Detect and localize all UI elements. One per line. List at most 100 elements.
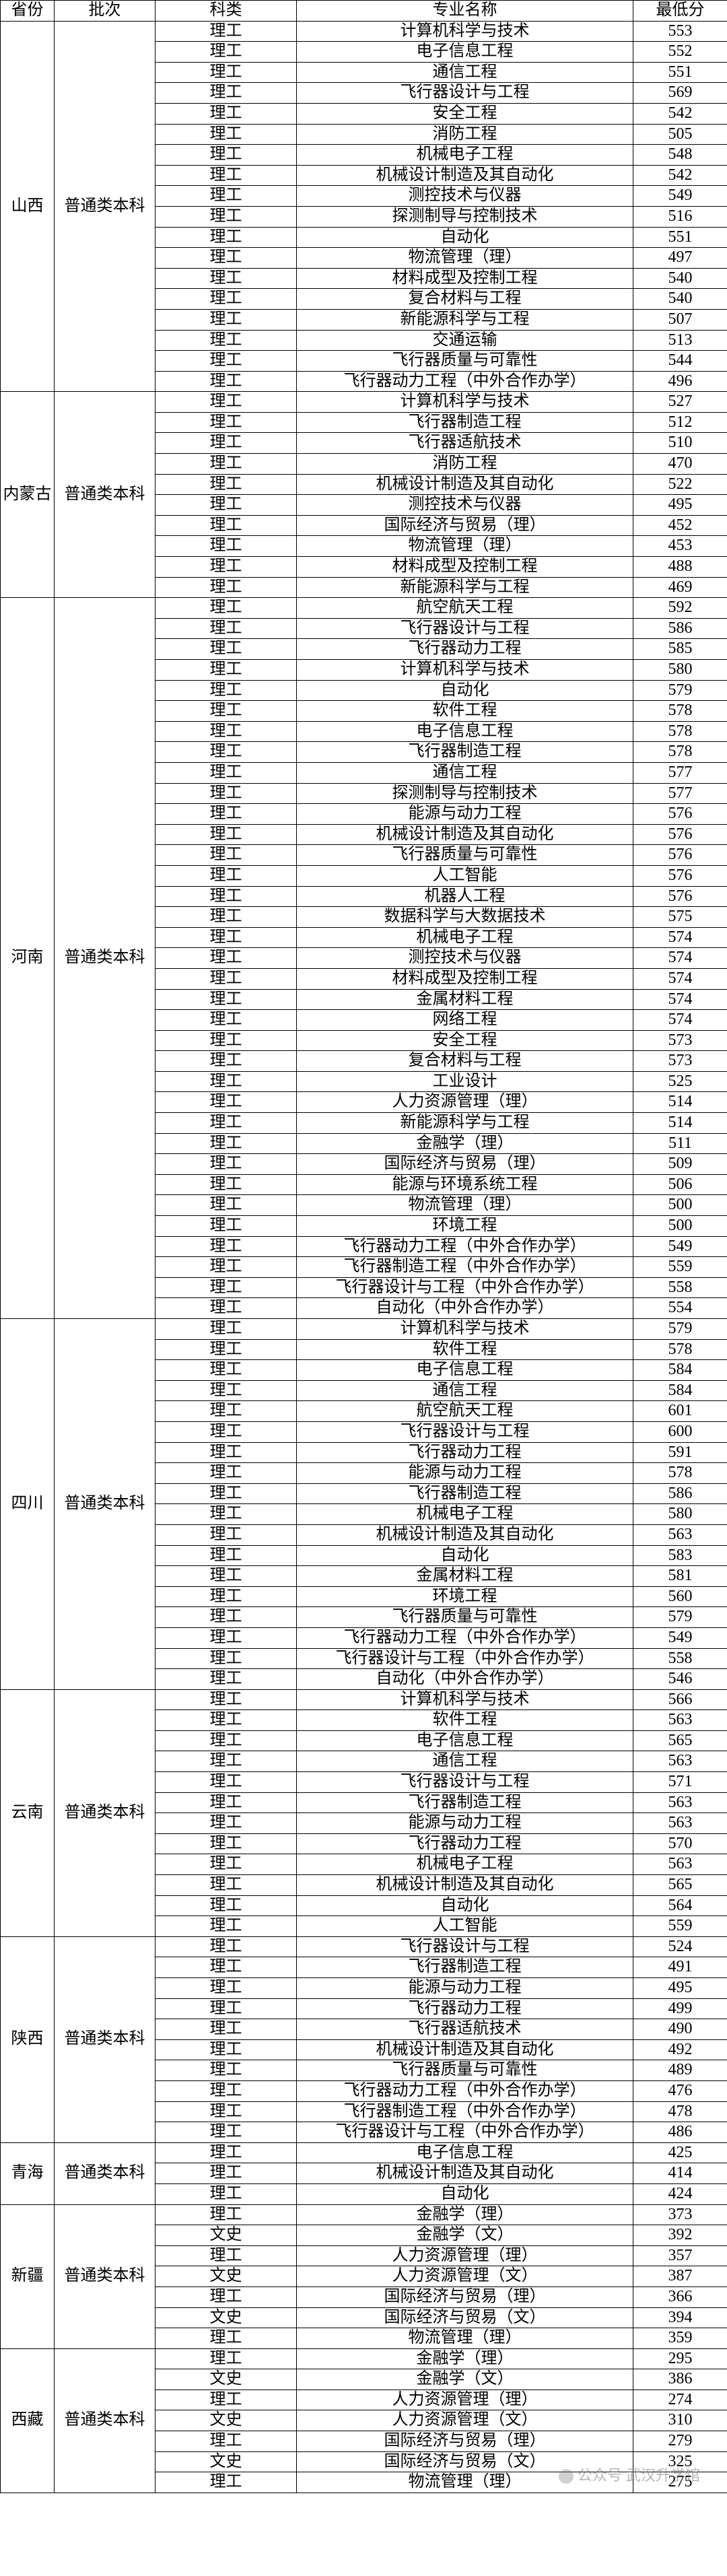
cell-score: 576 bbox=[633, 845, 727, 866]
cell-major: 通信工程 bbox=[297, 762, 633, 783]
cell-subject: 理工 bbox=[155, 2204, 297, 2225]
cell-major: 飞行器动力工程 bbox=[297, 639, 633, 660]
cell-major: 飞行器设计与工程 bbox=[297, 618, 633, 639]
cell-major: 能源与动力工程 bbox=[297, 804, 633, 825]
cell-major: 自动化（中外合作办学） bbox=[297, 1669, 633, 1690]
cell-score: 559 bbox=[633, 1257, 727, 1278]
cell-score: 586 bbox=[633, 618, 727, 639]
cell-score: 551 bbox=[633, 227, 727, 248]
cell-subject: 理工 bbox=[155, 1216, 297, 1237]
table-row: 西藏普通类本科理工金融学（理）295 bbox=[1, 2348, 727, 2369]
cell-score: 560 bbox=[633, 1586, 727, 1607]
cell-score: 571 bbox=[633, 1772, 727, 1793]
cell-major: 自动化 bbox=[297, 2183, 633, 2204]
cell-major: 飞行器设计与工程（中外合作办学） bbox=[297, 2122, 633, 2143]
cell-subject: 理工 bbox=[155, 454, 297, 475]
watermark-prefix: 公众号 bbox=[578, 2467, 622, 2484]
cell-major: 消防工程 bbox=[297, 454, 633, 475]
cell-subject: 理工 bbox=[155, 701, 297, 722]
cell-score: 542 bbox=[633, 165, 727, 186]
cell-subject: 理工 bbox=[155, 42, 297, 63]
cell-score: 274 bbox=[633, 2389, 727, 2410]
cell-score: 505 bbox=[633, 124, 727, 145]
cell-subject: 理工 bbox=[155, 1916, 297, 1937]
cell-score: 544 bbox=[633, 351, 727, 372]
cell-major: 物流管理（理） bbox=[297, 2328, 633, 2349]
cell-subject: 理工 bbox=[155, 886, 297, 907]
cell-score: 552 bbox=[633, 42, 727, 63]
cell-major: 飞行器制造工程 bbox=[297, 1483, 633, 1504]
cell-subject: 理工 bbox=[155, 2348, 297, 2369]
cell-major: 航空航天工程 bbox=[297, 1401, 633, 1422]
cell-major: 计算机科学与技术 bbox=[297, 1689, 633, 1710]
cell-major: 国际经济与贸易（理） bbox=[297, 1154, 633, 1175]
cell-score: 386 bbox=[633, 2369, 727, 2390]
cell-score: 585 bbox=[633, 639, 727, 660]
cell-major: 机械设计制造及其自动化 bbox=[297, 824, 633, 845]
cell-score: 566 bbox=[633, 1689, 727, 1710]
cell-subject: 理工 bbox=[155, 1298, 297, 1319]
cell-subject: 文史 bbox=[155, 2225, 297, 2246]
cell-subject: 理工 bbox=[155, 1030, 297, 1051]
cell-major: 计算机科学与技术 bbox=[297, 392, 633, 413]
cell-major: 机械电子工程 bbox=[297, 927, 633, 948]
cell-major: 材料成型及控制工程 bbox=[297, 557, 633, 578]
cell-subject: 理工 bbox=[155, 124, 297, 145]
cell-score: 490 bbox=[633, 2019, 727, 2040]
cell-subject: 理工 bbox=[155, 248, 297, 269]
cell-subject: 文史 bbox=[155, 2369, 297, 2390]
cell-score: 569 bbox=[633, 83, 727, 104]
cell-subject: 文史 bbox=[155, 2410, 297, 2431]
cell-score: 486 bbox=[633, 2122, 727, 2143]
cell-subject: 理工 bbox=[155, 227, 297, 248]
cell-batch: 普通类本科 bbox=[55, 392, 155, 598]
cell-major: 环境工程 bbox=[297, 1586, 633, 1607]
cell-subject: 理工 bbox=[155, 762, 297, 783]
cell-subject: 理工 bbox=[155, 783, 297, 804]
table-row: 陕西普通类本科理工飞行器设计与工程524 bbox=[1, 1936, 727, 1957]
cell-major: 飞行器制造工程 bbox=[297, 1792, 633, 1813]
cell-major: 自动化（中外合作办学） bbox=[297, 1298, 633, 1319]
watermark-name: 武汉升学馆 bbox=[626, 2467, 700, 2484]
cell-score: 563 bbox=[633, 1854, 727, 1875]
cell-score: 574 bbox=[633, 1010, 727, 1031]
cell-subject: 理工 bbox=[155, 1360, 297, 1381]
cell-score: 578 bbox=[633, 701, 727, 722]
cell-subject: 理工 bbox=[155, 1957, 297, 1978]
cell-major: 人工智能 bbox=[297, 1916, 633, 1937]
cell-score: 578 bbox=[633, 721, 727, 742]
cell-major: 自动化 bbox=[297, 1895, 633, 1916]
cell-score: 525 bbox=[633, 1071, 727, 1092]
cell-major: 新能源科学与工程 bbox=[297, 1113, 633, 1134]
cell-subject: 理工 bbox=[155, 474, 297, 495]
cell-score: 563 bbox=[633, 1710, 727, 1731]
cell-subject: 理工 bbox=[155, 1380, 297, 1401]
cell-subject: 理工 bbox=[155, 2060, 297, 2081]
table-row: 山西普通类本科理工计算机科学与技术553 bbox=[1, 21, 727, 42]
cell-score: 549 bbox=[633, 186, 727, 207]
cell-subject: 理工 bbox=[155, 2389, 297, 2410]
cell-score: 373 bbox=[633, 2204, 727, 2225]
cell-score: 579 bbox=[633, 680, 727, 701]
cell-subject: 理工 bbox=[155, 1545, 297, 1566]
cell-score: 575 bbox=[633, 907, 727, 928]
cell-score: 600 bbox=[633, 1421, 727, 1442]
cell-score: 565 bbox=[633, 1875, 727, 1896]
cell-subject: 理工 bbox=[155, 2183, 297, 2204]
cell-score: 573 bbox=[633, 1051, 727, 1072]
cell-major: 能源与动力工程 bbox=[297, 1813, 633, 1834]
cell-score: 586 bbox=[633, 1483, 727, 1504]
cell-subject: 理工 bbox=[155, 598, 297, 619]
cell-subject: 理工 bbox=[155, 351, 297, 372]
cell-subject: 理工 bbox=[155, 2431, 297, 2452]
cell-score: 548 bbox=[633, 145, 727, 166]
table-row: 四川普通类本科理工计算机科学与技术579 bbox=[1, 1319, 727, 1340]
cell-subject: 理工 bbox=[155, 145, 297, 166]
cell-major: 通信工程 bbox=[297, 1380, 633, 1401]
cell-subject: 理工 bbox=[155, 2245, 297, 2266]
cell-major: 环境工程 bbox=[297, 1216, 633, 1237]
cell-score: 563 bbox=[633, 1751, 727, 1772]
cell-major: 机械设计制造及其自动化 bbox=[297, 1524, 633, 1545]
cell-major: 国际经济与贸易（理） bbox=[297, 2286, 633, 2307]
table-row: 新疆普通类本科理工金融学（理）373 bbox=[1, 2204, 727, 2225]
